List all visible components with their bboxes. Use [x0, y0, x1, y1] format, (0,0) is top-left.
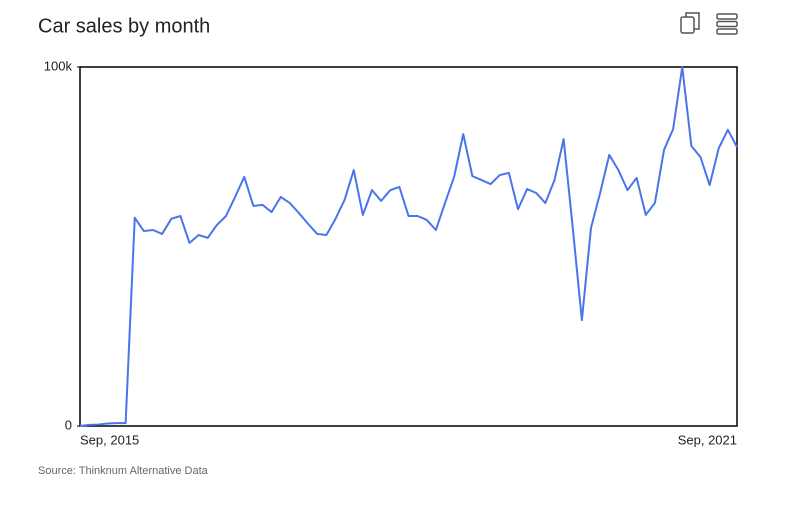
- y-tick-label: 0: [65, 417, 72, 432]
- x-tick-label: Sep, 2015: [80, 432, 139, 447]
- plot-frame: [79, 66, 738, 427]
- source: Source: Thinknum Alternative Data: [38, 465, 209, 477]
- menu-icon[interactable]: [716, 13, 738, 35]
- copy-icon[interactable]: [680, 12, 700, 34]
- y-tick-label: 100k: [44, 58, 73, 73]
- line: [79, 66, 738, 427]
- chart-title: Car sales by month: [38, 15, 210, 37]
- x-tick-label: Sep, 2021: [678, 432, 737, 447]
